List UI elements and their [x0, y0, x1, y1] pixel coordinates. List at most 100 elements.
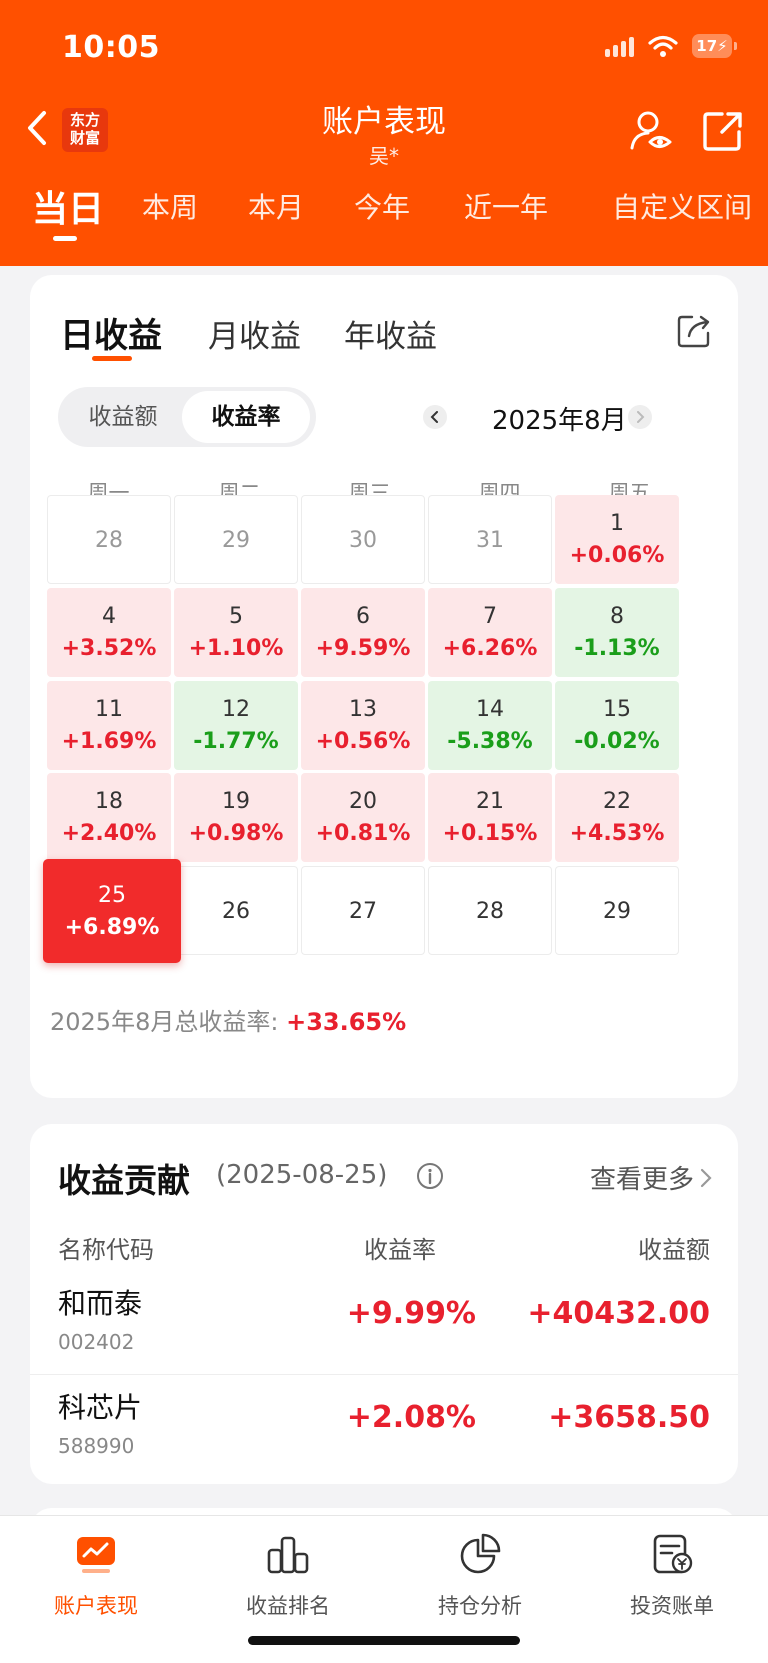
tab-today[interactable]: 当日: [32, 189, 105, 230]
signal-icon: [605, 35, 634, 57]
nav-investment-bill[interactable]: 投资账单: [576, 1532, 768, 1620]
day-number: 7: [483, 604, 497, 629]
tab-daily-earnings[interactable]: 日收益: [60, 316, 162, 356]
sub-tab-indicator: [92, 356, 132, 361]
nav-label: 投资账单: [630, 1594, 714, 1618]
earnings-calendar-card: 日收益 月收益 年收益 收益额 收益率 2025年8月 周一 周二 周三 周四 …: [30, 275, 738, 1098]
nav-position-analysis[interactable]: 持仓分析: [384, 1532, 576, 1620]
battery-icon: 17 ⚡: [692, 34, 737, 58]
nav-earnings-ranking[interactable]: 收益排名: [192, 1532, 384, 1620]
contribution-card: 收益贡献 (2025-08-25) 查看更多 名称代码 收益率 收益额 和而泰 …: [30, 1124, 738, 1484]
calendar-day[interactable]: 11 +1.69%: [47, 681, 171, 770]
calendar-day[interactable]: 12 -1.77%: [174, 681, 298, 770]
calendar-day[interactable]: 29: [555, 866, 679, 955]
header-rate: 收益率: [364, 1236, 436, 1264]
calendar-day[interactable]: 13 +0.56%: [301, 681, 425, 770]
tab-this-month[interactable]: 本月: [248, 191, 305, 224]
nav-label: 账户表现: [54, 1594, 138, 1618]
day-number: 28: [476, 899, 504, 924]
row-divider: [30, 1374, 738, 1375]
calendar-day[interactable]: 29: [174, 495, 298, 584]
share-icon[interactable]: [676, 313, 712, 349]
calendar-day[interactable]: 18 +2.40%: [47, 773, 171, 862]
bar-ranking-icon: [267, 1536, 309, 1574]
home-indicator: [248, 1636, 520, 1645]
stock-rate: +9.99%: [346, 1296, 476, 1331]
share-export-icon[interactable]: [700, 108, 746, 154]
calendar-day-today[interactable]: 25 +6.89%: [43, 859, 181, 963]
tab-monthly-earnings[interactable]: 月收益: [208, 319, 301, 355]
toggle-amount[interactable]: 收益额: [88, 404, 158, 430]
tab-yearly-earnings[interactable]: 年收益: [344, 319, 437, 355]
app-logo: 东方 财富: [62, 108, 108, 152]
calendar-day[interactable]: 26: [174, 866, 298, 955]
day-number: 14: [476, 697, 504, 722]
wifi-icon: [648, 35, 678, 57]
month-total-label: 2025年8月总收益率:: [50, 1008, 279, 1036]
day-return: -0.02%: [574, 729, 660, 754]
table-row[interactable]: 科芯片 588990 +2.08% +3658.50: [30, 1376, 738, 1476]
contribution-title: 收益贡献: [58, 1161, 190, 1200]
day-number: 19: [222, 789, 250, 814]
tab-this-year[interactable]: 今年: [354, 191, 411, 224]
month-total: 2025年8月总收益率: +33.65%: [50, 1002, 406, 1037]
chevron-right-icon: [700, 1168, 712, 1187]
prev-month-button[interactable]: [423, 405, 447, 429]
stock-name: 和而泰: [58, 1287, 143, 1320]
calendar-day[interactable]: 22 +4.53%: [555, 773, 679, 862]
day-return: +3.52%: [61, 636, 157, 661]
calendar-day[interactable]: 28: [428, 866, 552, 955]
pie-chart-icon: [460, 1533, 501, 1574]
day-return: +1.10%: [188, 636, 284, 661]
calendar-day[interactable]: 28: [47, 495, 171, 584]
day-return: +6.26%: [442, 636, 538, 661]
view-more-link[interactable]: 查看更多: [590, 1159, 712, 1196]
tab-this-week[interactable]: 本周: [142, 191, 199, 224]
calendar-day[interactable]: 6 +9.59%: [301, 588, 425, 677]
tab-last-year[interactable]: 近一年: [464, 191, 549, 224]
calendar-day[interactable]: 20 +0.81%: [301, 773, 425, 862]
calendar-day[interactable]: 14 -5.38%: [428, 681, 552, 770]
toggle-rate[interactable]: 收益率: [182, 391, 310, 443]
active-tab-indicator: [53, 236, 77, 241]
day-number: 12: [222, 697, 250, 722]
calendar-day[interactable]: 5 +1.10%: [174, 588, 298, 677]
calendar-day[interactable]: 7 +6.26%: [428, 588, 552, 677]
nav-account-performance[interactable]: 账户表现: [0, 1532, 192, 1620]
day-return: +6.89%: [64, 915, 160, 940]
month-label: 2025年8月: [492, 406, 627, 436]
day-return: +0.98%: [188, 821, 284, 846]
day-number: 4: [102, 604, 116, 629]
info-icon[interactable]: [416, 1162, 444, 1190]
calendar-day[interactable]: 31: [428, 495, 552, 584]
day-number: 29: [603, 899, 631, 924]
stock-code: 588990: [58, 1434, 135, 1458]
page-title: 账户表现: [322, 104, 446, 140]
calendar-day[interactable]: 21 +0.15%: [428, 773, 552, 862]
battery-level: 17: [696, 37, 718, 55]
user-privacy-icon[interactable]: [628, 108, 674, 154]
tab-custom-range[interactable]: 自定义区间: [612, 191, 753, 224]
day-number: 26: [222, 899, 250, 924]
month-selector[interactable]: 2025年8月: [492, 400, 643, 437]
bill-icon: [653, 1534, 693, 1574]
calendar-day[interactable]: 8 -1.13%: [555, 588, 679, 677]
stock-name: 科芯片: [58, 1391, 143, 1424]
next-month-button[interactable]: [628, 405, 652, 429]
calendar-day[interactable]: 1 +0.06%: [555, 495, 679, 584]
calendar-day[interactable]: 30: [301, 495, 425, 584]
calendar-day[interactable]: 19 +0.98%: [174, 773, 298, 862]
header-name-code: 名称代码: [58, 1236, 154, 1264]
calendar-day[interactable]: 4 +3.52%: [47, 588, 171, 677]
calendar-day[interactable]: 27: [301, 866, 425, 955]
stock-amount: +3658.50: [548, 1400, 710, 1435]
nav-label: 收益排名: [246, 1594, 330, 1618]
day-number: 11: [95, 697, 123, 722]
calendar-day[interactable]: 15 -0.02%: [555, 681, 679, 770]
stock-amount: +40432.00: [527, 1296, 710, 1331]
back-button[interactable]: [22, 106, 52, 150]
day-number: 18: [95, 789, 123, 814]
table-row[interactable]: 和而泰 002402 +9.99% +40432.00: [30, 1272, 738, 1372]
day-return: -1.13%: [574, 636, 660, 661]
day-return: +0.81%: [315, 821, 411, 846]
